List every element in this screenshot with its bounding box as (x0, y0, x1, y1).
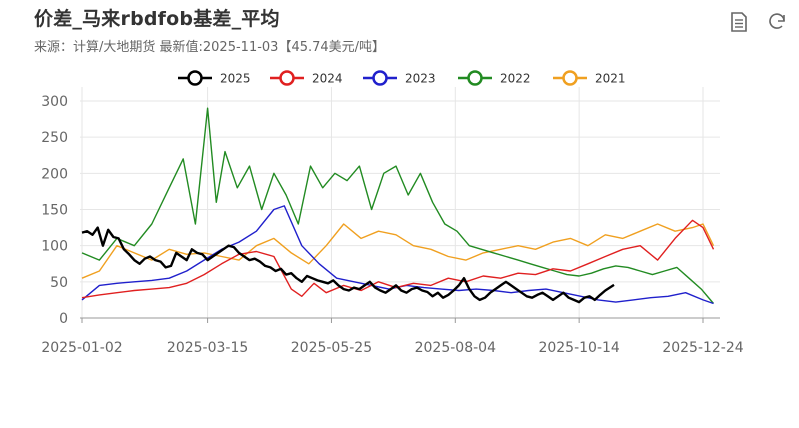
y-tick-label: 250 (41, 130, 68, 146)
legend-item-2025[interactable]: 2025 (178, 70, 251, 86)
grid (80, 87, 720, 319)
legend-label: 2021 (595, 72, 626, 86)
legend-marker (187, 70, 203, 86)
chart-title: 价差_马来rbdfob基差_平均 (34, 8, 280, 30)
refresh-icon[interactable] (765, 10, 789, 34)
x-tick-label: 2025-12-24 (662, 340, 743, 356)
series-line-2024 (81, 219, 715, 299)
y-tick-label: 50 (50, 275, 68, 291)
legend-marker (562, 70, 578, 86)
x-tick-label: 2025-05-25 (291, 340, 372, 356)
legend-item-2021[interactable]: 2021 (553, 70, 626, 86)
axes: 0 50 100 150 200 250 300 2025-01-02 2025-03-15 20… (41, 94, 744, 356)
y-tick-label: 100 (41, 239, 68, 255)
legend: 2025 2024 2023 2022 2021 (178, 70, 626, 86)
y-tick-label: 150 (41, 203, 68, 219)
x-tick-label: 2025-01-02 (41, 340, 122, 356)
legend-label: 2025 (220, 72, 251, 86)
legend-item-2023[interactable]: 2023 (363, 70, 436, 86)
x-tick-label: 2025-10-14 (538, 340, 619, 356)
y-tick-label: 300 (41, 94, 68, 110)
series-line-2025 (81, 226, 615, 304)
x-tick-label: 2025-03-15 (167, 340, 248, 356)
legend-marker (467, 70, 483, 86)
legend-label: 2023 (405, 72, 436, 86)
y-tick-label: 200 (41, 166, 68, 182)
legend-item-2024[interactable]: 2024 (270, 70, 343, 86)
chart-subtitle: 来源：计算/大地期货 最新值:2025-11-03【45.74美元/吨】 (34, 40, 386, 55)
legend-label: 2024 (312, 72, 343, 86)
series-lines (81, 107, 715, 305)
legend-item-2022[interactable]: 2022 (458, 70, 531, 86)
series-line-2022 (81, 107, 715, 304)
y-tick-label: 0 (59, 311, 68, 327)
legend-marker (279, 70, 295, 86)
legend-marker (372, 70, 388, 86)
x-tick-label: 2025-08-04 (415, 340, 496, 356)
document-icon[interactable] (727, 10, 751, 34)
legend-label: 2022 (500, 72, 531, 86)
